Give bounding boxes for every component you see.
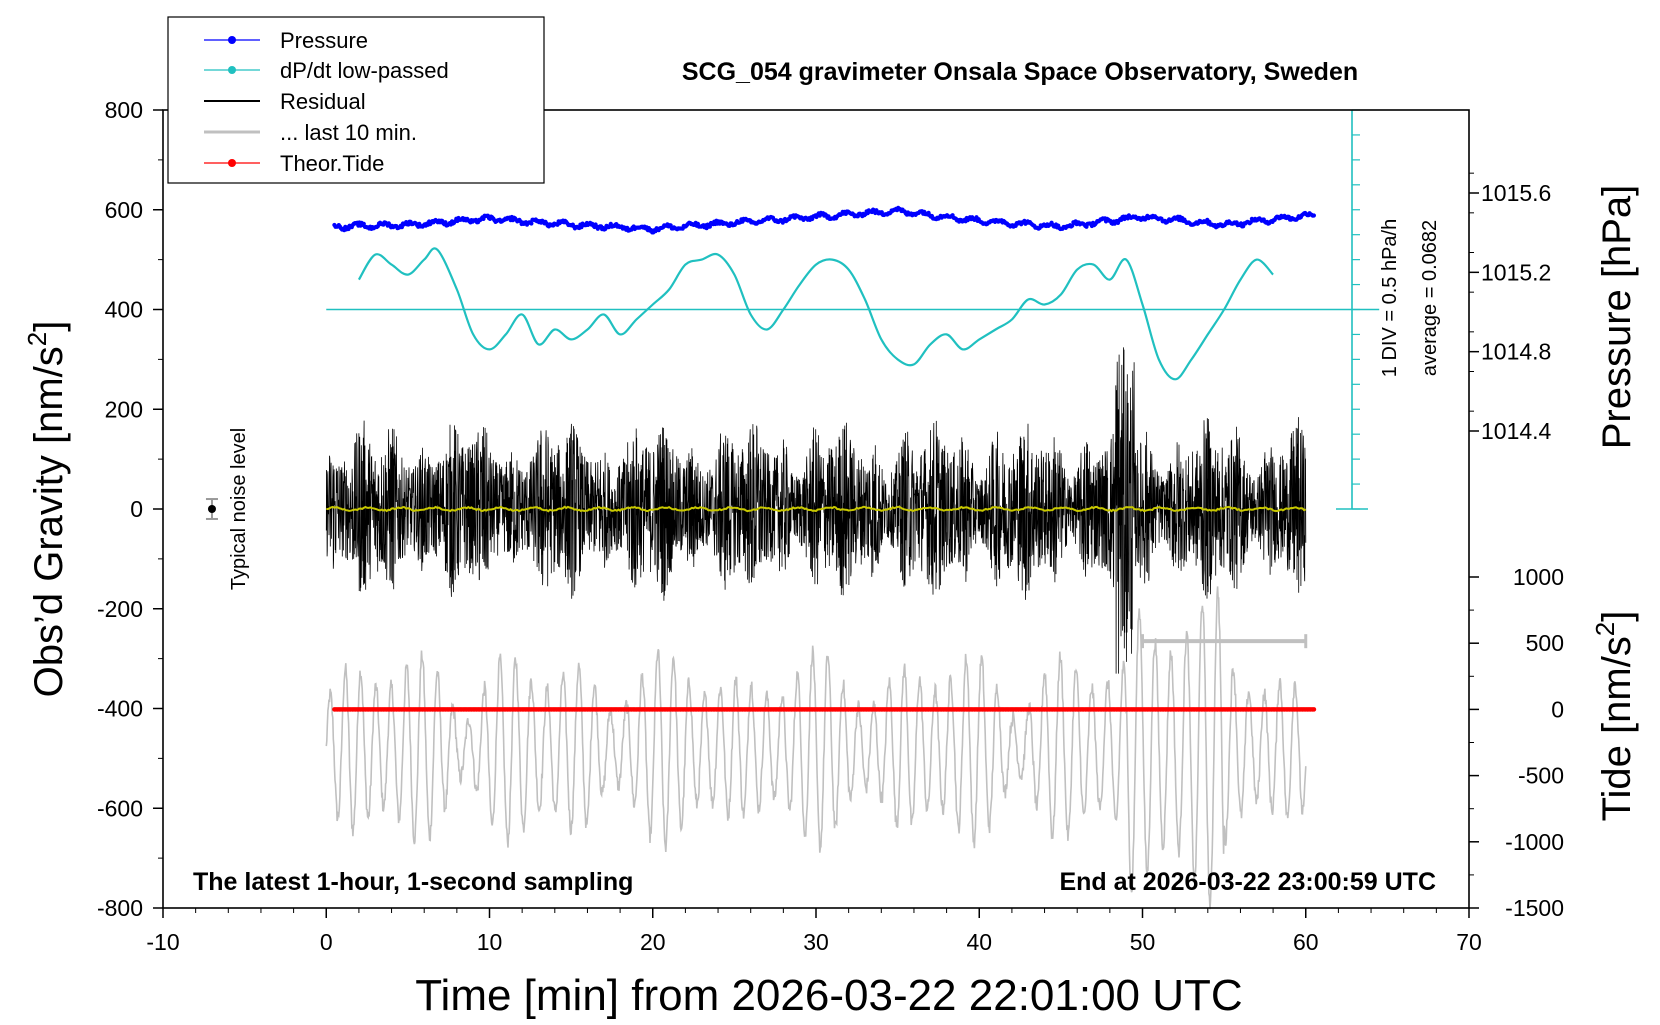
y-tick-label: -800 xyxy=(97,895,143,921)
tide-tick-label: 0 xyxy=(1551,696,1564,722)
legend-item-tide: Theor.Tide xyxy=(204,151,384,176)
pressure-point xyxy=(707,224,713,229)
y-tick-label: 200 xyxy=(105,396,143,422)
tide-point xyxy=(1311,707,1317,712)
y-axis-label-pressure: Pressure [hPa] xyxy=(1595,185,1639,450)
footer-left-text: The latest 1-hour, 1-second sampling xyxy=(193,868,633,896)
y-tick-label: -600 xyxy=(97,795,143,821)
tide-tick-label: 1000 xyxy=(1513,564,1564,590)
pressure-point xyxy=(443,220,448,225)
x-tick-label: -10 xyxy=(146,929,179,955)
pressure-point xyxy=(529,221,534,226)
noise-level-marker xyxy=(207,505,216,513)
legend-last10-label: ... last 10 min. xyxy=(280,120,417,145)
chart-title: SCG_054 gravimeter Onsala Space Observat… xyxy=(682,58,1358,86)
footer-right-text: End at 2026-03-22 23:00:59 UTC xyxy=(1059,868,1436,896)
y-axis-label-tide: Tide [nm/s2] xyxy=(1590,611,1639,822)
residual-lowpass-trace xyxy=(326,505,1307,513)
x-tick-label: 20 xyxy=(640,929,666,955)
dpdt-average-label: average = 0.0682 xyxy=(1419,220,1441,376)
pressure-trace xyxy=(332,205,1316,235)
x-tick-label: 0 xyxy=(320,929,333,955)
legend-item-residual: Residual xyxy=(204,89,366,114)
y-tick-label: -200 xyxy=(97,596,143,622)
pressure-tick-label: 1015.2 xyxy=(1481,259,1551,285)
y-tick-label: 0 xyxy=(130,496,143,522)
y-tick-label: 600 xyxy=(105,197,143,223)
x-axis-label: Time [min] from 2026-03-22 22:01:00 UTC xyxy=(415,971,1242,1020)
y-axis-label-left: Obs’d Gravity [nm/s2] xyxy=(22,321,71,698)
legend-tide-marker xyxy=(228,159,236,167)
noise-level-label: Typical noise level xyxy=(228,428,250,590)
x-tick-label: 50 xyxy=(1130,929,1156,955)
pressure-tick-label: 1014.8 xyxy=(1481,339,1551,365)
x-tick-label: 40 xyxy=(966,929,992,955)
tide-tick-label: -1000 xyxy=(1505,829,1564,855)
y-tick-label: 800 xyxy=(105,97,143,123)
dpdt-trace xyxy=(357,247,1274,381)
x-tick-label: 10 xyxy=(477,929,503,955)
y-tick-label: 400 xyxy=(105,297,143,323)
x-tick-label: 70 xyxy=(1456,929,1482,955)
pressure-point xyxy=(1311,213,1316,218)
legend-pressure-marker xyxy=(228,36,236,44)
legend-item-last10: ... last 10 min. xyxy=(204,120,417,145)
legend-residual-label: Residual xyxy=(280,89,366,114)
residual-trace xyxy=(325,347,1307,674)
tide-tick-label: 500 xyxy=(1526,630,1564,656)
legend-dpdt-marker xyxy=(228,66,236,74)
legend-item-dpdt: dP/dt low-passed xyxy=(204,58,449,83)
legend-pressure-label: Pressure xyxy=(280,28,368,53)
legend: Pressure dP/dt low-passed Residual ... l… xyxy=(167,16,545,184)
legend-tide-label: Theor.Tide xyxy=(280,151,384,176)
tide-tick-label: -500 xyxy=(1518,763,1564,789)
pressure-tick-label: 1015.6 xyxy=(1481,180,1551,206)
y-tick-label: -400 xyxy=(97,696,143,722)
tide-trace xyxy=(332,707,1317,712)
x-tick-label: 30 xyxy=(803,929,829,955)
x-tick-label: 60 xyxy=(1293,929,1319,955)
dpdt-scale-label: 1 DIV = 0.5 hPa/h xyxy=(1379,219,1401,377)
legend-dpdt-label: dP/dt low-passed xyxy=(280,58,449,83)
pressure-tick-label: 1014.4 xyxy=(1481,418,1552,444)
pressure-point xyxy=(481,216,486,221)
tide-tick-label: -1500 xyxy=(1505,895,1564,921)
legend-item-pressure: Pressure xyxy=(204,28,368,53)
